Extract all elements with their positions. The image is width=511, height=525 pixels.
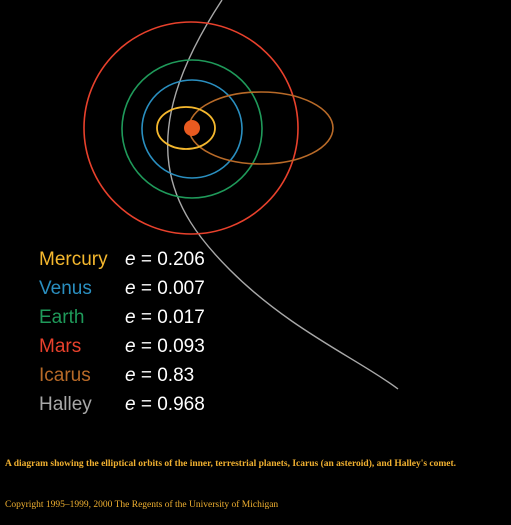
sun	[184, 120, 200, 136]
mercury-orbit	[156, 106, 216, 150]
e-value: = 0.007	[140, 277, 205, 299]
e-value: = 0.206	[140, 248, 205, 270]
legend-row-icarus: Icarus e = 0.83	[39, 361, 205, 390]
legend-eccentricity-venus: e = 0.007	[125, 278, 205, 300]
legend-name-mars: Mars	[39, 335, 82, 357]
legend-eccentricity-mars: e = 0.093	[125, 336, 205, 358]
legend-eccentricity-earth: e = 0.017	[125, 307, 205, 329]
legend-row-mars: Mars e = 0.093	[39, 332, 205, 361]
e-symbol: e	[125, 306, 136, 328]
e-symbol: e	[125, 335, 136, 357]
legend-eccentricity-mercury: e = 0.206	[125, 249, 205, 271]
copyright-notice: Copyright 1995–1999, 2000 The Regents of…	[5, 500, 279, 510]
e-symbol: e	[125, 393, 136, 415]
venus-orbit	[141, 79, 243, 179]
legend-eccentricity-halley: e = 0.968	[125, 394, 205, 416]
e-symbol: e	[125, 277, 136, 299]
legend-name-venus: Venus	[39, 277, 92, 299]
eccentricity-legend: Mercury e = 0.206 Venus e = 0.007 Earth …	[39, 245, 205, 419]
e-value: = 0.093	[140, 335, 205, 357]
legend-name-mercury: Mercury	[39, 248, 108, 270]
legend-row-earth: Earth e = 0.017	[39, 303, 205, 332]
e-value: = 0.017	[140, 306, 205, 328]
legend-row-halley: Halley e = 0.968	[39, 390, 205, 419]
legend-name-halley: Halley	[39, 393, 92, 415]
legend-row-mercury: Mercury e = 0.206	[39, 245, 205, 274]
e-value: = 0.968	[140, 393, 205, 415]
e-symbol: e	[125, 364, 136, 386]
halley-orbit	[166, 0, 399, 390]
e-symbol: e	[125, 248, 136, 270]
caption: A diagram showing the elliptical orbits …	[5, 459, 457, 469]
e-value: = 0.83	[140, 364, 195, 386]
earth-orbit	[121, 59, 263, 199]
legend-name-icarus: Icarus	[39, 364, 91, 386]
mars-orbit	[83, 21, 299, 235]
legend-eccentricity-icarus: e = 0.83	[125, 365, 194, 387]
icarus-orbit	[188, 91, 334, 165]
legend-row-venus: Venus e = 0.007	[39, 274, 205, 303]
legend-name-earth: Earth	[39, 306, 85, 328]
